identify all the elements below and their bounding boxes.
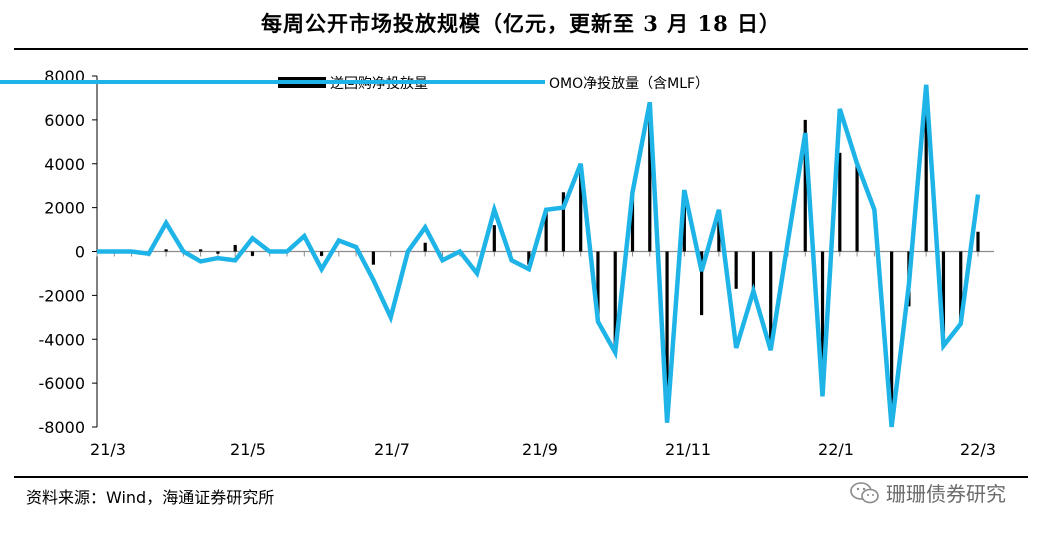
x-tick-label: 21/11 — [665, 440, 711, 459]
watermark-text: 珊珊债券研究 — [886, 482, 1006, 506]
bar — [976, 231, 980, 252]
bar — [924, 102, 928, 252]
y-tick-label: 6000 — [44, 111, 85, 130]
bar-series — [164, 102, 980, 423]
bar — [164, 249, 168, 252]
bar — [199, 249, 203, 252]
bar — [544, 209, 548, 252]
bar — [959, 251, 963, 324]
y-tick-label: -2000 — [39, 286, 86, 305]
y-tick-label: -4000 — [39, 330, 86, 349]
y-tick-label: 2000 — [44, 199, 85, 218]
bar — [630, 194, 635, 252]
bar — [700, 251, 704, 316]
bar — [682, 190, 686, 252]
bar — [803, 119, 807, 252]
x-tick-label: 21/9 — [522, 440, 558, 459]
bar — [648, 102, 652, 252]
bar — [838, 152, 842, 252]
chart-title: 每周公开市场投放规模（亿元，更新至 3 月 18 日） — [260, 11, 782, 36]
bar — [751, 251, 756, 291]
footer-rule — [14, 476, 1028, 478]
bar — [250, 251, 255, 256]
bar — [820, 251, 825, 397]
legend-line-label: OMO净投放量（含MLF） — [549, 76, 709, 92]
bar — [665, 251, 669, 423]
bar — [371, 251, 375, 265]
x-tick-label: 22/1 — [818, 440, 854, 459]
bar — [890, 251, 894, 423]
chart-area: 80006000400020000-2000-4000-6000-800021/… — [0, 67, 996, 459]
y-tick-label: -8000 — [39, 418, 86, 437]
line-series — [97, 84, 981, 428]
bar — [734, 251, 738, 289]
bar — [216, 251, 220, 254]
bar — [596, 251, 600, 322]
wechat-icon — [850, 481, 880, 505]
bar — [492, 225, 496, 252]
bar — [613, 251, 617, 353]
omo-line — [97, 84, 981, 428]
bar — [319, 251, 324, 256]
legend: 逆回购净投放量 OMO净投放量（含MLF） — [0, 76, 709, 92]
bar — [561, 192, 566, 252]
bar — [527, 251, 531, 265]
bar — [423, 242, 427, 252]
title-rule — [14, 48, 1028, 50]
y-tick-label: 0 — [75, 243, 85, 262]
x-tick-label: 21/5 — [230, 440, 266, 459]
watermark: 珊珊债券研究 — [850, 478, 1006, 507]
x-tick-label: 22/3 — [960, 440, 996, 459]
bar — [769, 251, 773, 351]
bar — [579, 168, 583, 252]
bar — [855, 163, 859, 252]
y-tick-label: 4000 — [44, 155, 85, 174]
source-note: 资料来源：Wind，海通证券研究所 — [26, 488, 275, 507]
y-tick-label: -6000 — [39, 374, 86, 393]
x-tick-label: 21/3 — [90, 440, 126, 459]
bar — [717, 209, 721, 252]
bar — [233, 244, 237, 252]
axes: 80006000400020000-2000-4000-6000-800021/… — [39, 67, 996, 459]
x-tick-label: 21/7 — [374, 440, 410, 459]
bar — [941, 251, 946, 346]
